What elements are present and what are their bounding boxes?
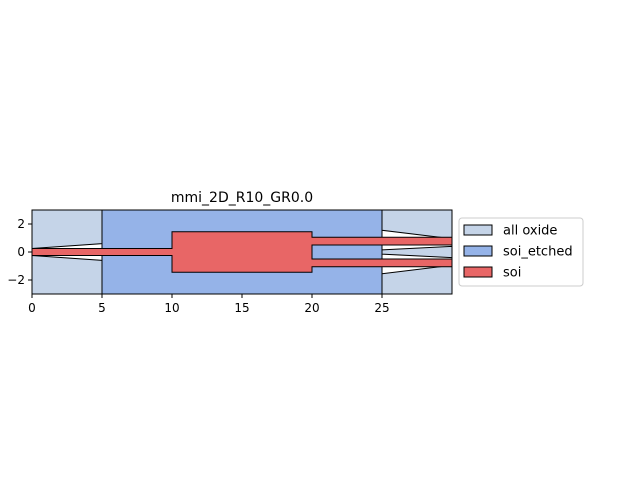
y-tick-label: −2: [7, 273, 25, 287]
y-axis: 2 0 −2: [7, 217, 32, 287]
x-axis: 0 5 10 15 20 25: [28, 294, 390, 315]
legend-label-soi: soi: [503, 266, 521, 281]
legend-swatch-all-oxide: [463, 224, 493, 236]
x-tick-label: 15: [234, 301, 249, 315]
layer-all-oxide-polygon-5: [381, 264, 452, 294]
layer-all-oxide-polygon-3: [381, 210, 452, 240]
x-tick-label: 25: [374, 301, 389, 315]
x-tick-label: 0: [28, 301, 36, 315]
layer-soi-polygon-1: [32, 231, 452, 273]
layer-all-oxide-polygon-4: [381, 245, 452, 259]
x-tick-label: 10: [164, 301, 179, 315]
x-tick-label: 20: [304, 301, 319, 315]
chart-title: mmi_2D_R10_GR0.0: [171, 190, 313, 206]
legend-swatch-soi-etched: [463, 245, 493, 257]
y-tick-label: 2: [17, 217, 25, 231]
legend-swatch-soi: [463, 266, 493, 278]
x-tick-label: 5: [98, 301, 106, 315]
legend-label-soi-etched: soi_etched: [503, 245, 573, 260]
legend-label-all-oxide: all oxide: [503, 224, 557, 239]
layer-all-oxide-polygon-2: [32, 254, 103, 294]
layout-layers: [32, 210, 452, 294]
y-tick-label: 0: [17, 245, 25, 259]
layer-all-oxide-polygon-1: [32, 210, 103, 250]
